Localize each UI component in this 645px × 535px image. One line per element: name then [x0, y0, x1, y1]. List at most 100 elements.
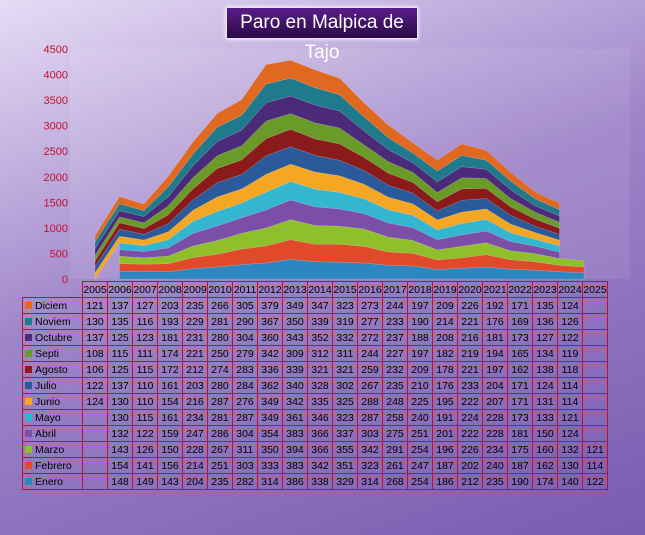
data-cell: 197	[482, 361, 508, 378]
table-row: Junio 124 130 110 154 216 287 276 349 342 335 325 28…	[22, 393, 608, 410]
year-label: 2016	[357, 281, 383, 298]
year-label: 2011	[232, 281, 258, 298]
data-cell: 181	[507, 425, 533, 442]
data-cell: 114	[557, 393, 583, 410]
data-cell: 121	[82, 297, 108, 314]
data-cell: 338	[307, 473, 333, 490]
data-cell: 383	[282, 425, 308, 442]
data-cell: 235	[482, 473, 508, 490]
data-cell: 235	[182, 297, 208, 314]
y-tick-label: 1500	[44, 197, 68, 209]
data-cell: 228	[482, 409, 508, 426]
data-cell: 137	[107, 377, 133, 394]
data-cell: 303	[232, 457, 258, 474]
legend-entry: Enero	[22, 473, 83, 490]
year-label: 2018	[407, 281, 433, 298]
data-cell: 114	[557, 377, 583, 394]
data-cell: 106	[82, 361, 108, 378]
data-cell: 228	[182, 441, 208, 458]
data-cell: 332	[332, 329, 358, 346]
data-cell: 268	[382, 473, 408, 490]
data-cell	[582, 393, 608, 410]
data-cell: 224	[457, 409, 483, 426]
data-cell: 304	[232, 425, 258, 442]
data-cell: 228	[482, 425, 508, 442]
data-cell: 281	[207, 313, 233, 330]
data-cell: 362	[257, 377, 283, 394]
year-label: 2021	[482, 281, 508, 298]
data-cell: 116	[132, 313, 158, 330]
data-cell: 233	[382, 313, 408, 330]
data-cell: 135	[107, 313, 133, 330]
data-cell: 349	[282, 297, 308, 314]
legend-entry: Febrero	[22, 457, 83, 474]
data-cell: 210	[407, 377, 433, 394]
data-cell: 159	[157, 425, 183, 442]
data-cell	[582, 297, 608, 314]
data-cell: 303	[357, 425, 383, 442]
data-cell: 354	[257, 425, 283, 442]
data-cell: 154	[107, 457, 133, 474]
data-cell	[582, 329, 608, 346]
data-cell: 175	[507, 441, 533, 458]
data-cell	[582, 409, 608, 426]
data-cell: 130	[557, 457, 583, 474]
legend-swatch	[25, 334, 32, 342]
legend-entry: Diciem	[22, 297, 83, 314]
data-cell: 204	[482, 377, 508, 394]
data-cell: 394	[282, 441, 308, 458]
data-cell: 276	[232, 393, 258, 410]
data-cell: 287	[232, 409, 258, 426]
data-cell: 141	[132, 457, 158, 474]
data-cell: 137	[82, 329, 108, 346]
data-cell: 209	[432, 297, 458, 314]
data-cell: 319	[332, 313, 358, 330]
data-cell: 172	[157, 361, 183, 378]
y-tick-label: 4000	[44, 70, 68, 82]
table-row: Septi 108 115 111 174 221 250 279 342 309 312 311 24…	[22, 345, 608, 362]
data-cell: 314	[257, 473, 283, 490]
data-cell: 134	[532, 345, 558, 362]
year-label: 2015	[332, 281, 358, 298]
data-cell: 165	[507, 345, 533, 362]
data-cell: 232	[382, 361, 408, 378]
data-cell: 122	[557, 329, 583, 346]
data-cell: 379	[257, 297, 283, 314]
data-cell: 290	[232, 313, 258, 330]
data-cell: 346	[307, 409, 333, 426]
data-cell: 148	[107, 473, 133, 490]
data-cell: 212	[457, 473, 483, 490]
data-cell: 133	[532, 409, 558, 426]
data-cell: 337	[332, 425, 358, 442]
data-cell: 132	[107, 425, 133, 442]
data-cell: 208	[432, 329, 458, 346]
data-cell: 192	[482, 297, 508, 314]
year-label: 2023	[532, 281, 558, 298]
data-cell: 173	[507, 329, 533, 346]
data-cell: 160	[532, 441, 558, 458]
data-cell: 281	[207, 409, 233, 426]
data-cell: 197	[407, 297, 433, 314]
year-label: 2013	[282, 281, 308, 298]
data-cell: 221	[182, 345, 208, 362]
data-cell: 176	[482, 313, 508, 330]
chart-title: Paro en Malpica de Tajo	[226, 7, 418, 63]
data-cell: 203	[182, 377, 208, 394]
y-tick-label: 0	[62, 274, 68, 286]
data-cell: 137	[107, 297, 133, 314]
legend-entry: Junio	[22, 393, 83, 410]
data-cell: 187	[432, 457, 458, 474]
data-cell: 227	[382, 345, 408, 362]
data-cell: 178	[432, 361, 458, 378]
data-cell: 366	[307, 441, 333, 458]
year-header-row: 2005 2006 2007 2008 2009 2010 2011 2012 2013 2014…	[23, 281, 608, 298]
data-cell: 161	[157, 377, 183, 394]
data-cell: 110	[132, 393, 158, 410]
legend-entry: Marzo	[22, 441, 83, 458]
data-cell	[582, 313, 608, 330]
data-cell: 231	[182, 329, 208, 346]
data-cell: 386	[282, 473, 308, 490]
data-cell: 235	[382, 377, 408, 394]
data-cell: 312	[307, 345, 333, 362]
